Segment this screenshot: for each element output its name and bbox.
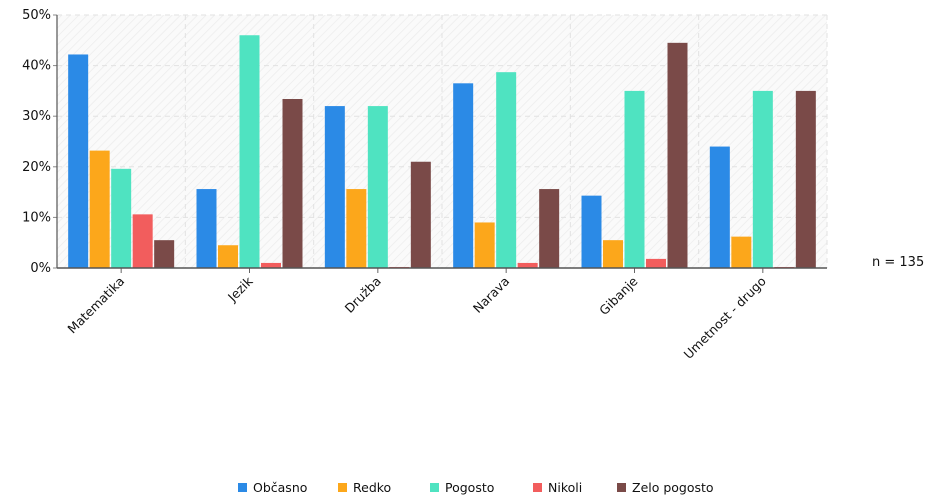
bar[interactable] <box>474 222 495 268</box>
bar[interactable] <box>239 35 260 268</box>
bar[interactable] <box>367 106 388 268</box>
bar[interactable] <box>752 90 773 269</box>
bar[interactable] <box>709 146 730 268</box>
bar[interactable] <box>731 236 752 268</box>
legend-swatch <box>338 483 347 492</box>
x-category-label: Narava <box>470 274 512 316</box>
legend-swatch <box>617 483 626 492</box>
bar[interactable] <box>282 99 303 268</box>
bar[interactable] <box>346 189 367 268</box>
bar[interactable] <box>496 72 517 269</box>
legend-label: Pogosto <box>445 480 494 495</box>
bar[interactable] <box>646 258 666 268</box>
x-category-label: Umetnost - drugo <box>681 274 769 362</box>
bar[interactable] <box>624 90 645 269</box>
bar[interactable] <box>89 150 110 268</box>
bar[interactable] <box>410 161 431 268</box>
x-category-label: Družba <box>342 274 384 316</box>
x-category-label: Gibanje <box>596 273 641 318</box>
bar[interactable] <box>667 42 688 268</box>
legend-label: Redko <box>353 480 391 495</box>
legend-label: Nikoli <box>548 480 582 495</box>
bar[interactable] <box>324 106 345 268</box>
y-tick-label: 20% <box>22 160 51 175</box>
y-tick-label: 0% <box>30 261 51 276</box>
legend-swatch <box>238 483 247 492</box>
bar[interactable] <box>603 240 623 268</box>
y-tick-label: 50% <box>22 8 51 23</box>
bar[interactable] <box>154 240 175 268</box>
bar[interactable] <box>453 83 474 268</box>
bar[interactable] <box>132 214 153 268</box>
legend-label: Občasno <box>253 480 307 495</box>
y-tick-label: 40% <box>22 59 51 74</box>
bar[interactable] <box>581 195 602 268</box>
bar[interactable] <box>517 262 538 268</box>
legend-swatch <box>430 483 439 492</box>
bar[interactable] <box>218 245 238 268</box>
bar[interactable] <box>196 189 217 268</box>
sample-size-note: n = 135 <box>872 255 924 270</box>
bar[interactable] <box>795 90 816 269</box>
bar[interactable] <box>68 54 89 268</box>
y-tick-label: 30% <box>22 109 51 124</box>
x-category-label: Jezik <box>224 273 256 305</box>
legend-label: Zelo pogosto <box>632 480 714 495</box>
bar[interactable] <box>111 168 132 268</box>
bar[interactable] <box>539 189 560 268</box>
x-category-label: Matematika <box>64 274 127 337</box>
y-tick-label: 10% <box>22 210 51 225</box>
legend-swatch <box>533 483 542 492</box>
bar[interactable] <box>261 262 281 268</box>
